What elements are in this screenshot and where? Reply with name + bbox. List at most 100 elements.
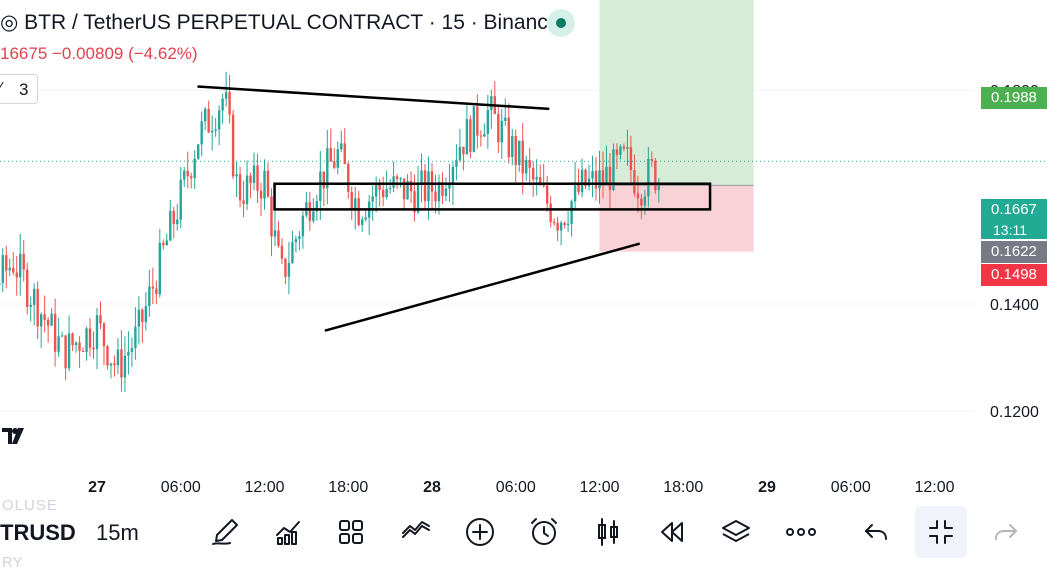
candle [591,170,594,179]
candle [326,148,329,189]
candle [137,309,141,327]
bar-type-icon[interactable] [588,512,628,552]
candle [319,171,322,202]
candle [308,202,312,222]
interval-button[interactable]: 15m [96,520,139,545]
candle [636,193,640,199]
y-axis-label: 0.1400 [990,297,1039,314]
candle [280,245,284,259]
candle [472,106,476,152]
candle [640,198,643,206]
candle [193,158,196,179]
exit-fullscreen-icon[interactable] [915,506,967,558]
candle [608,166,612,190]
candle [615,149,619,155]
candle [573,182,577,202]
layers-icon[interactable] [716,512,756,552]
candle [32,288,36,305]
undo-icon[interactable] [856,512,896,552]
candle [538,177,542,186]
candle [249,175,252,183]
candle [504,117,507,122]
candle [123,355,127,378]
candle [200,121,203,145]
candle [549,203,552,222]
candle [228,92,231,115]
loss-zone [599,185,754,252]
brush-icon[interactable] [205,512,245,552]
candle [12,267,15,273]
symbol-title[interactable]: ◎ BTR / TetherUS PERPETUAL CONTRACT · 15… [0,11,560,34]
candle [95,315,99,350]
candle [507,117,510,158]
replay-icon[interactable] [652,512,692,552]
candle [252,165,256,183]
market-open-indicator-icon [547,9,575,37]
candle [43,314,46,320]
x-axis-label: 29 [758,479,776,496]
candle [605,166,608,183]
add-icon[interactable] [460,512,500,552]
symbol-button[interactable]: TRUSD [0,520,76,545]
candle [336,149,339,168]
candle [587,178,591,187]
candle [224,92,228,99]
indicators-collapse-button[interactable]: ⁄ 3 [0,74,38,104]
candle [416,182,420,213]
templates-icon[interactable] [331,512,371,552]
indicator-count: 3 [19,80,29,99]
candle [601,170,605,183]
more-icon[interactable] [781,512,821,552]
candle [99,315,102,324]
candle [350,191,353,210]
y-axis-label: 0.1200 [990,404,1039,421]
candle [448,184,451,189]
candle [294,239,298,243]
candle [183,170,186,180]
candle [22,253,25,270]
candle [214,129,217,131]
candle [312,211,315,222]
candle [437,181,441,202]
candle [144,306,148,323]
candle [106,346,109,366]
candle [176,219,179,225]
candle [347,164,350,192]
indicators-icon[interactable] [268,512,308,552]
next-symbol-ghost: RY [2,554,23,571]
candle [385,188,388,198]
candle [566,223,570,226]
candle [514,136,517,166]
candle [266,170,270,197]
candle [629,147,633,171]
candle [231,114,235,177]
candle [619,146,622,155]
compare-icon[interactable] [396,512,436,552]
candle [186,170,189,177]
redo-icon[interactable] [986,512,1026,552]
candle [444,188,448,196]
candle [451,166,455,185]
tradingview-logo-icon [2,428,24,444]
candle [580,169,584,193]
candle [395,176,399,180]
candle [545,185,549,204]
candle [322,171,326,189]
candle [92,347,95,350]
candle [190,176,193,179]
candle [361,219,364,225]
candle [60,335,64,337]
current-price-tag: 0.1667 [981,199,1047,221]
alert-icon[interactable] [524,512,564,552]
stop-price-tag: 0.1498 [981,264,1047,286]
candle [441,181,444,196]
candle [476,106,479,136]
candle [518,140,521,166]
candle [155,288,158,295]
candle [148,286,151,307]
candle [263,170,266,199]
candle [5,255,8,271]
candle [120,349,123,378]
bottom-toolbar [0,500,1047,588]
